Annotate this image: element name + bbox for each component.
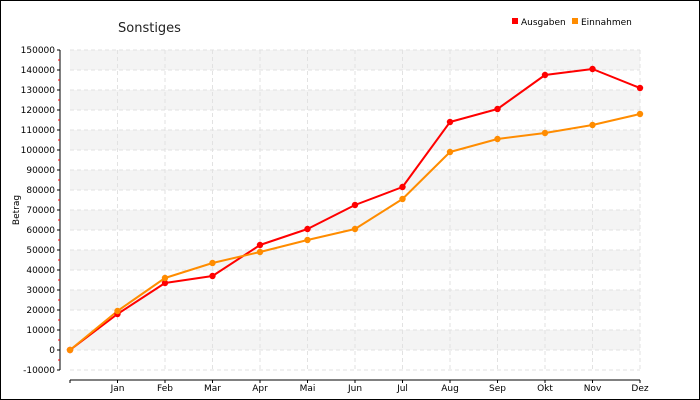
x-tick-label: Jan [110, 384, 125, 394]
data-point-einnahmen [636, 110, 644, 118]
x-tick-label: Aug [441, 384, 459, 394]
data-point-einnahmen [494, 135, 501, 143]
data-point-einnahmen [399, 195, 406, 203]
y-tick-label: 120000 [21, 106, 56, 116]
y-tick-label: 60000 [26, 226, 55, 236]
tick-labels: -10000 0 10000 20000 30000 40000 50000 60000 700… [21, 46, 649, 394]
y-tick-label: 140000 [21, 66, 56, 76]
plot-band [70, 130, 640, 150]
x-tick-label: Apr [252, 384, 268, 394]
x-tick-label: Okt [537, 384, 553, 394]
x-tick-label: Mar [204, 384, 221, 394]
data-point-einnahmen [541, 129, 549, 137]
data-point-einnahmen [589, 121, 596, 129]
x-tick-label: Jun [347, 384, 362, 394]
y-tick-label: 110000 [21, 126, 56, 136]
x-tick-label: Feb [157, 384, 173, 394]
y-tick-label: 70000 [26, 206, 55, 216]
data-points [66, 65, 644, 354]
y-tick-label: 40000 [26, 266, 55, 276]
x-tick-label: Mai [300, 384, 316, 394]
x-tick-label: Dez [631, 384, 648, 394]
y-tick-label: 100000 [21, 146, 56, 156]
y-tick-label: 10000 [26, 326, 55, 336]
axes [57, 49, 641, 383]
x-tick-label: Sep [489, 384, 506, 394]
legend-label-einnahmen: Einnahmen [581, 18, 632, 28]
y-tick-label: 90000 [26, 166, 55, 176]
y-tick-label: 50000 [26, 246, 55, 256]
y-tick-label: 0 [49, 346, 55, 356]
data-point-einnahmen [161, 274, 169, 282]
data-point-ausgaben [541, 71, 549, 79]
plot-band [70, 290, 640, 310]
data-point-ausgaben [161, 279, 169, 287]
data-point-einnahmen [114, 307, 121, 315]
legend-swatch-einnahmen [572, 18, 578, 24]
data-point-ausgaben [399, 183, 406, 191]
y-tick-label: -10000 [23, 366, 55, 376]
grid-lines [70, 49, 641, 371]
data-point-einnahmen [304, 236, 311, 244]
data-point-einnahmen [256, 248, 264, 256]
y-axis-label: Betrag [12, 195, 22, 225]
data-point-einnahmen [66, 346, 74, 354]
y-tick-label: 20000 [26, 306, 55, 316]
data-point-einnahmen [446, 148, 454, 156]
legend: Ausgaben Einnahmen [512, 18, 632, 28]
data-point-ausgaben [494, 105, 501, 113]
data-point-ausgaben [209, 272, 216, 280]
data-point-ausgaben [636, 84, 644, 92]
legend-label-ausgaben: Ausgaben [521, 18, 566, 28]
x-tick-label: Jul [396, 384, 408, 394]
y-tick-label: 30000 [26, 286, 55, 296]
x-tick-label: Nov [584, 384, 602, 394]
y-tick-label: 130000 [21, 86, 56, 96]
legend-swatch-ausgaben [512, 18, 518, 24]
data-point-ausgaben [446, 118, 454, 126]
y-tick-label: 80000 [26, 186, 55, 196]
data-point-ausgaben [351, 201, 359, 209]
data-point-ausgaben [256, 241, 264, 249]
data-point-einnahmen [351, 225, 359, 233]
y-tick-label: 150000 [21, 46, 56, 56]
data-point-ausgaben [304, 225, 311, 233]
chart-title: Sonstiges [118, 21, 181, 36]
data-point-einnahmen [209, 259, 216, 267]
data-point-ausgaben [589, 65, 596, 73]
